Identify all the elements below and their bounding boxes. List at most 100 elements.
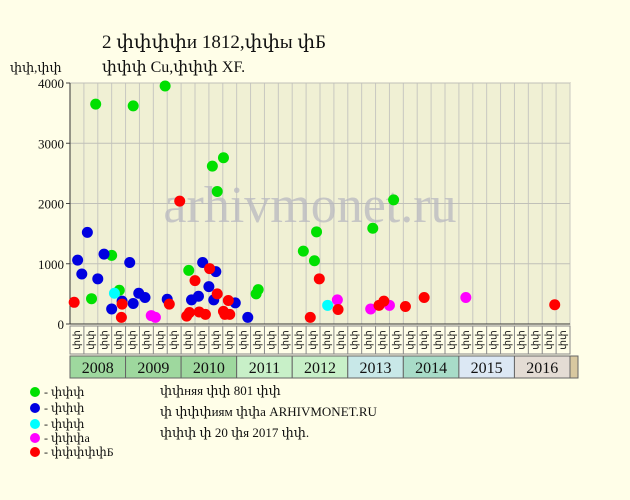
data-point	[72, 254, 84, 266]
y-tick-label: 2000	[38, 197, 64, 212]
data-point	[183, 264, 195, 276]
quarter-label: փփ	[530, 330, 541, 349]
data-point	[189, 275, 201, 287]
data-point	[378, 295, 390, 307]
data-point	[399, 301, 411, 313]
data-point	[68, 296, 80, 308]
quarter-label: փփ	[253, 330, 264, 349]
data-point	[549, 299, 561, 311]
data-point	[106, 303, 118, 315]
data-point	[98, 248, 110, 260]
data-point	[322, 299, 334, 311]
data-point	[418, 291, 430, 303]
data-point	[204, 263, 216, 275]
data-point	[159, 80, 171, 92]
data-point	[332, 304, 344, 316]
data-point	[313, 273, 325, 285]
legend-marker	[30, 419, 40, 430]
quarter-label: փփ	[86, 330, 97, 349]
data-point	[192, 290, 204, 302]
legend-item: - փփփ	[30, 400, 84, 416]
quarter-label: փփ	[239, 330, 250, 349]
data-point	[365, 303, 377, 315]
data-point	[124, 257, 136, 269]
data-point	[86, 293, 98, 305]
year-label: 2013	[360, 360, 392, 377]
legend-item: - փփփа	[30, 430, 90, 446]
data-point	[297, 245, 309, 257]
data-point	[217, 152, 229, 164]
data-point	[76, 268, 88, 280]
year-label: 2008	[82, 360, 114, 377]
chart-title: 2 փփփփи 1812,փփы փБ	[102, 32, 326, 53]
y-tick-label: 0	[58, 317, 65, 332]
y-tick-label: 3000	[38, 136, 64, 151]
data-point	[127, 298, 139, 310]
y-axis-label: փփ,փփ	[10, 60, 62, 75]
legend-label: - փփփ	[44, 416, 85, 431]
data-point	[367, 222, 379, 234]
legend-marker	[30, 403, 40, 414]
data-point	[90, 98, 102, 110]
year-label: 2010	[193, 360, 225, 377]
quarter-label: փփ	[364, 330, 375, 349]
quarter-label: փփ	[266, 330, 277, 349]
quarter-label: փփ	[433, 330, 444, 349]
legend-marker	[30, 387, 40, 398]
legend-item: - փփփփփБ	[30, 444, 114, 460]
data-point	[252, 284, 264, 296]
watermark: arhivmonet.ru	[163, 177, 456, 234]
quarter-label: փփ	[100, 330, 111, 349]
legend-label: - փփփ	[44, 400, 85, 415]
quarter-label: փփ	[322, 330, 333, 349]
year-label: 2009	[137, 360, 169, 377]
data-point	[163, 298, 175, 310]
y-tick-label: 1000	[38, 257, 64, 272]
quarter-label: փփ	[294, 330, 305, 349]
quarter-label: փփ	[350, 330, 361, 349]
data-point	[127, 100, 139, 112]
legend-item: - փփփ	[30, 384, 84, 400]
legend-item: - փփփ	[30, 416, 84, 432]
quarter-label: փփ	[336, 330, 347, 349]
year-label: 2012	[304, 360, 336, 377]
year-label: 2016	[526, 360, 558, 377]
data-point	[388, 194, 400, 206]
year-label: 2011	[249, 360, 280, 377]
year-label: 2014	[415, 360, 447, 377]
quarter-label: փփ	[461, 330, 472, 349]
data-point	[81, 226, 93, 238]
quarter-label: փփ	[114, 330, 125, 349]
quarter-label: փփ	[419, 330, 430, 349]
quarter-label: փփ	[183, 330, 194, 349]
legend-label: - փփփ	[44, 384, 85, 399]
quarter-label: փփ	[516, 330, 527, 349]
data-point	[211, 288, 223, 300]
legend-marker	[30, 433, 40, 444]
data-point	[139, 291, 151, 303]
quarter-label: փփ	[72, 330, 83, 349]
quarter-label: փփ	[447, 330, 458, 349]
data-point	[311, 226, 323, 238]
note-source: փ փփփиям փփа ARHIVMONET.RU	[160, 404, 377, 419]
quarter-label: փփ	[128, 330, 139, 349]
data-point	[331, 294, 343, 306]
quarter-label: փփ	[308, 330, 319, 349]
legend-label: - փփփа	[44, 430, 90, 445]
note-count: փփняя փփ 801 փփ	[160, 383, 281, 398]
data-point	[206, 160, 218, 172]
quarter-label: փփ	[489, 330, 500, 349]
quarter-label: փփ	[558, 330, 569, 349]
y-tick-label: 4000	[38, 76, 64, 91]
legend-label: - փփփփփБ	[44, 444, 114, 459]
data-point	[116, 298, 128, 310]
quarter-label: փփ	[211, 330, 222, 349]
quarter-label: փփ	[141, 330, 152, 349]
data-point	[174, 195, 186, 207]
data-point	[308, 255, 320, 267]
quarter-label: փփ	[225, 330, 236, 349]
quarter-label: փփ	[155, 330, 166, 349]
data-point	[203, 281, 215, 293]
year-bar-end	[569, 355, 579, 379]
